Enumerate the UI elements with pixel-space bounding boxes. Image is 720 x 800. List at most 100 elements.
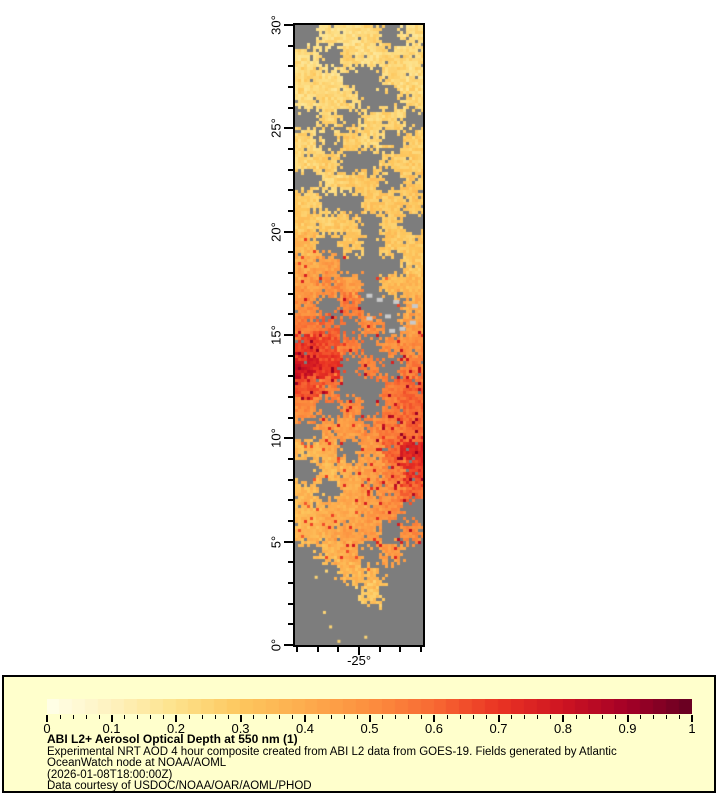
colorbar-minor-tick	[395, 715, 397, 719]
lon-major-tick	[358, 647, 361, 655]
lat-minor-tick	[288, 354, 293, 357]
colorbar-minor-tick	[163, 715, 165, 719]
colorbar-major-tick	[626, 715, 629, 722]
aod-map-frame	[293, 23, 425, 647]
colorbar-major-tick	[304, 715, 306, 722]
colorbar-minor-tick	[279, 715, 281, 719]
colorbar-minor-tick	[382, 715, 384, 719]
lat-minor-tick	[288, 458, 293, 460]
lat-minor-tick	[288, 375, 293, 378]
colorbar-minor-tick	[614, 715, 616, 719]
colorbar-minor-tick	[188, 715, 190, 719]
colorbar-minor-tick	[253, 715, 255, 719]
colorbar-minor-tick	[356, 715, 358, 719]
lat-tick-label: 30°	[268, 15, 284, 35]
colorbar-tick-label: 1	[688, 721, 696, 736]
lat-minor-tick	[288, 86, 293, 88]
colorbar-minor-tick	[524, 715, 526, 719]
lon-minor-tick	[399, 647, 402, 652]
colorbar	[47, 699, 692, 714]
lat-tick-label: 15°	[268, 325, 284, 345]
colorbar-tick-label: 0.7	[489, 721, 508, 736]
colorbar-minor-tick	[98, 715, 100, 719]
colorbar-tick-label: 0.3	[231, 721, 250, 736]
lat-minor-tick	[288, 210, 293, 212]
colorbar-minor-tick	[640, 715, 642, 719]
colorbar-minor-tick	[601, 715, 603, 719]
lat-tick-label: 5°	[268, 535, 284, 548]
legend-title: ABI L2+ Aerosol Optical Depth at 550 nm …	[47, 732, 298, 746]
colorbar-minor-tick	[343, 715, 345, 719]
colorbar-tick-label: 0.5	[360, 721, 379, 736]
colorbar-minor-tick	[330, 715, 332, 719]
legend-courtesy: Data courtesy of USDOC/NOAA/OAR/AOML/PHO…	[47, 780, 312, 793]
lon-minor-tick	[296, 647, 299, 652]
colorbar-tick-label: 0.1	[102, 721, 121, 736]
lat-minor-tick	[288, 582, 293, 584]
colorbar-minor-tick	[214, 715, 216, 719]
lat-major-tick	[284, 24, 293, 26]
colorbar-minor-tick	[679, 715, 681, 719]
colorbar-minor-tick	[537, 715, 539, 719]
colorbar-minor-tick	[472, 715, 474, 719]
colorbar-tick-label: 0.4	[295, 721, 315, 736]
colorbar-minor-tick	[511, 715, 513, 719]
colorbar-minor-tick	[124, 715, 126, 719]
lat-major-tick	[284, 644, 293, 646]
colorbar-major-tick	[691, 715, 693, 722]
colorbar-minor-tick	[575, 715, 577, 719]
legend-description-line1: Experimental NRT AOD 4 hour composite cr…	[47, 745, 617, 758]
colorbar-minor-tick	[137, 715, 139, 719]
aod-map-canvas	[295, 25, 423, 645]
lat-minor-tick	[288, 189, 293, 192]
colorbar-minor-tick	[292, 715, 294, 719]
lat-minor-tick	[288, 396, 293, 398]
legend-description-line2: OceanWatch node at NOAA/AOML	[47, 757, 227, 770]
colorbar-tick-label: 0.2	[166, 721, 186, 736]
colorbar-minor-tick	[59, 715, 61, 719]
lat-minor-tick	[288, 520, 293, 522]
colorbar-tick-label: 0.6	[424, 721, 444, 736]
lat-minor-tick	[288, 44, 293, 47]
lat-minor-tick	[288, 623, 293, 626]
colorbar-tick-label: 0.8	[553, 721, 573, 736]
lat-minor-tick	[288, 292, 293, 295]
lat-tick-label: 25°	[268, 118, 284, 139]
lat-minor-tick	[288, 561, 293, 564]
lat-major-tick	[284, 230, 293, 233]
lat-minor-tick	[288, 65, 293, 68]
colorbar-major-tick	[562, 715, 564, 722]
colorbar-major-tick	[110, 715, 113, 722]
lat-minor-tick	[288, 313, 293, 316]
colorbar-minor-tick	[85, 715, 87, 719]
colorbar-minor-tick	[201, 715, 203, 719]
lat-tick-label: 20°	[268, 221, 284, 242]
colorbar-major-tick	[497, 715, 500, 722]
lat-minor-tick	[288, 168, 293, 171]
colorbar-minor-tick	[550, 715, 552, 719]
colorbar-minor-tick	[408, 715, 410, 719]
colorbar-minor-tick	[150, 715, 152, 719]
colorbar-minor-tick	[588, 715, 590, 719]
colorbar-minor-tick	[72, 715, 74, 719]
colorbar-minor-tick	[653, 715, 655, 719]
colorbar-minor-tick	[317, 715, 319, 719]
lat-major-tick	[284, 540, 293, 543]
lat-minor-tick	[288, 272, 293, 274]
lat-tick-label: 0°	[268, 638, 284, 652]
lat-minor-tick	[288, 602, 293, 605]
lat-minor-tick	[288, 251, 293, 254]
lat-major-tick	[284, 127, 293, 130]
legend-box: 0 0.1 0.2 0.3 0.4 0.5 0.6 0.7 0.8 0.9 1 ABI L2+ Ae…	[2, 675, 716, 793]
colorbar-minor-tick	[266, 715, 268, 719]
colorbar-major-tick	[239, 715, 242, 722]
lon-tick-label: -25°	[347, 653, 372, 668]
colorbar-minor-tick	[446, 715, 448, 719]
colorbar-minor-tick	[459, 715, 461, 719]
colorbar-major-tick	[46, 715, 48, 722]
colorbar-minor-tick	[227, 715, 229, 719]
legend-text-block: ABI L2+ Aerosol Optical Depth at 550 nm …	[47, 732, 617, 793]
lat-minor-tick	[288, 478, 293, 481]
lon-minor-tick	[316, 647, 319, 652]
